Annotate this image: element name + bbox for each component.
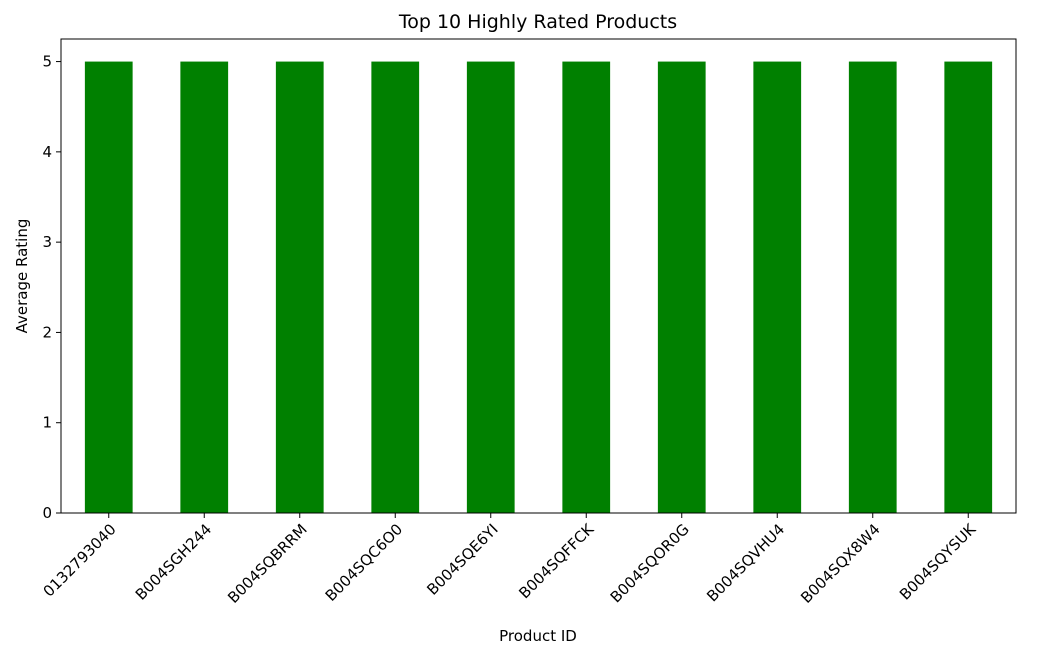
x-tick-label: B004SQOR0G	[607, 520, 693, 606]
x-axis: 0132793040 B004SGH244 B004SQBRRM B004SQC6O0…	[40, 513, 980, 607]
y-axis-label: Average Rating	[13, 219, 31, 334]
x-tick-label: B004SQC6O0	[322, 520, 407, 605]
bar-B004SQE6YI	[466, 61, 515, 513]
bar-B004SQX8W4	[848, 61, 897, 513]
x-tick-label: B004SGH244	[132, 520, 215, 603]
bar-B004SQC6O0	[371, 61, 420, 513]
y-tick-label: 1	[42, 414, 52, 432]
bar-B004SQFFCK	[562, 61, 611, 513]
x-tick-label: B004SQYSUK	[896, 519, 980, 603]
x-tick-label: B004SQVHU4	[703, 520, 788, 605]
x-tick-label: B004SQFFCK	[515, 519, 598, 602]
bars-group	[84, 61, 993, 513]
bar-B004SQVHU4	[753, 61, 802, 513]
x-axis-label: Product ID	[499, 627, 577, 645]
chart-title: Top 10 Highly Rated Products	[398, 11, 677, 33]
bar-B004SQBRRM	[275, 61, 324, 513]
x-tick-label: B004SQE6YI	[423, 520, 501, 598]
y-tick-label: 3	[42, 233, 52, 251]
x-tick-label: B004SQBRRM	[224, 520, 310, 606]
x-tick-label: 0132793040	[40, 520, 120, 600]
y-axis: 0 1 2 3 4 5	[42, 53, 61, 522]
bar-B004SGH244	[180, 61, 229, 513]
y-tick-label: 0	[42, 504, 52, 522]
y-tick-label: 2	[42, 323, 52, 341]
y-tick-label: 5	[42, 53, 52, 71]
bar-B004SQOR0G	[657, 61, 706, 513]
y-tick-label: 4	[42, 143, 52, 161]
x-tick-label: B004SQX8W4	[797, 520, 884, 607]
bar-B004SQYSUK	[944, 61, 993, 513]
bar-0132793040	[84, 61, 133, 513]
plot-frame	[60, 38, 1017, 514]
